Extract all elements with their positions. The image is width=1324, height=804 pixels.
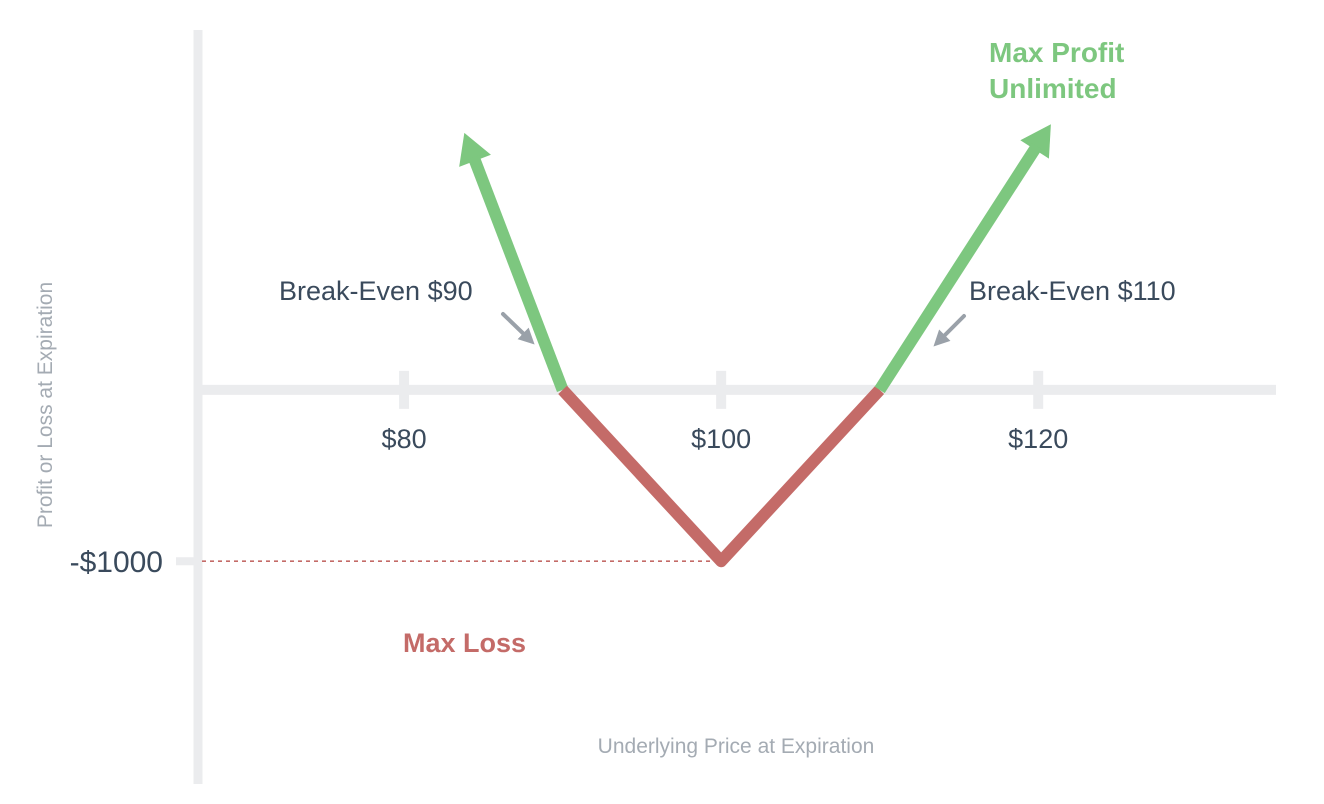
series-arrowhead	[459, 132, 491, 167]
break-even-low-label: Break-Even $90	[279, 276, 473, 306]
max-loss-label: Max Loss	[403, 628, 526, 658]
y-tick-label: -$1000	[70, 546, 163, 579]
break-even-low-pointer	[501, 312, 535, 345]
payoff-series-line	[874, 142, 1042, 394]
x-tick-label: $120	[1008, 424, 1068, 454]
payoff-series-line	[558, 385, 885, 568]
payoff-series-line	[468, 154, 569, 393]
break-even-high-pointer	[933, 314, 966, 347]
x-tick-label: $100	[691, 424, 751, 454]
series-arrowhead	[1020, 124, 1051, 159]
break-even-high-label: Break-Even $110	[969, 276, 1176, 306]
y-axis-title: Profit or Loss at Expiration	[34, 282, 57, 528]
max-profit-label-line1: Max Profit	[989, 37, 1124, 68]
max-profit-label-line2: Unlimited	[989, 73, 1117, 104]
x-tick-label: $80	[382, 424, 427, 454]
x-axis-title: Underlying Price at Expiration	[598, 735, 875, 758]
